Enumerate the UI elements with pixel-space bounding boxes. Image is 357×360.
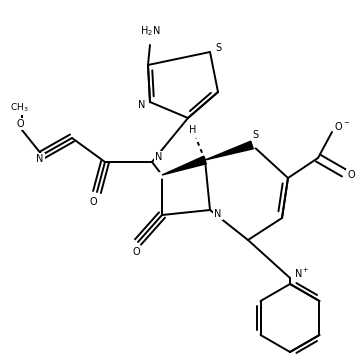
Text: CH$_3$: CH$_3$ (10, 102, 29, 114)
Text: O: O (347, 170, 355, 180)
Text: H: H (189, 125, 197, 135)
Text: O: O (132, 247, 140, 257)
Text: O: O (89, 197, 97, 207)
Text: S: S (252, 130, 258, 140)
Text: N$^+$: N$^+$ (294, 266, 310, 280)
Polygon shape (162, 156, 206, 175)
Text: N: N (155, 152, 163, 162)
Text: S: S (215, 43, 221, 53)
Text: N: N (214, 209, 222, 219)
Text: N: N (36, 154, 44, 164)
Text: O: O (16, 119, 24, 129)
Polygon shape (205, 141, 253, 160)
Text: O$^-$: O$^-$ (334, 120, 350, 132)
Text: H$_2$N: H$_2$N (140, 24, 160, 38)
Text: N: N (138, 100, 146, 110)
